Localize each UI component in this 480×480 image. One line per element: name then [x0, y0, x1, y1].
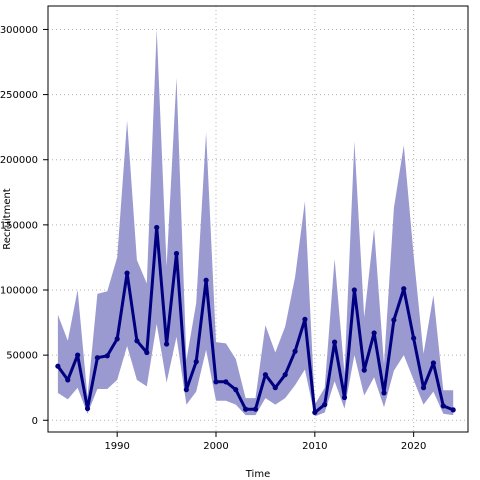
- data-point: [450, 407, 456, 413]
- data-point: [371, 330, 377, 336]
- data-point: [55, 363, 61, 369]
- data-point: [94, 355, 101, 361]
- grid-lines: [48, 6, 468, 432]
- y-axis: 0 50000 100000 150000 200000 250000 300000: [0, 25, 48, 427]
- x-axis: 1990 2000 2010 2020: [104, 432, 426, 452]
- data-point: [233, 387, 239, 393]
- data-point: [302, 316, 308, 322]
- data-point: [381, 390, 387, 396]
- data-point: [322, 402, 328, 408]
- data-point: [223, 379, 229, 385]
- data-points: [55, 224, 456, 416]
- data-point: [104, 353, 110, 359]
- x-tick-label: 2020: [401, 441, 426, 452]
- data-point: [272, 385, 278, 391]
- data-point: [134, 338, 140, 344]
- data-point: [173, 250, 180, 257]
- data-point: [361, 367, 367, 373]
- x-tick-label: 2000: [203, 441, 228, 452]
- data-point: [193, 359, 199, 365]
- data-point: [163, 341, 170, 347]
- data-point: [183, 387, 189, 393]
- y-tick-label: 50000: [6, 351, 38, 362]
- y-tick-label: 150000: [0, 220, 38, 231]
- data-point: [351, 287, 357, 293]
- data-point: [341, 394, 348, 401]
- x-tick-label: 1990: [104, 441, 129, 452]
- y-tick-label: 250000: [0, 90, 38, 101]
- data-point: [75, 352, 81, 358]
- data-point: [420, 385, 427, 391]
- data-point: [213, 379, 219, 385]
- plot-frame: [47, 5, 469, 433]
- data-point: [430, 360, 437, 366]
- data-point: [440, 403, 446, 409]
- data-point: [154, 224, 160, 231]
- y-axis-title: Recruitment: [2, 188, 13, 250]
- y-tick-label: 100000: [0, 286, 38, 297]
- data-point: [262, 372, 269, 378]
- y-tick-label: 0: [32, 416, 38, 427]
- data-point: [144, 349, 150, 356]
- data-point: [312, 409, 318, 416]
- x-axis-title: Time: [245, 469, 270, 480]
- data-point: [203, 277, 209, 283]
- data-point: [114, 336, 120, 342]
- data-point: [411, 335, 417, 341]
- data-point: [124, 270, 130, 276]
- y-tick-label: 300000: [0, 25, 38, 36]
- data-point: [401, 286, 407, 292]
- x-tick-label: 2010: [302, 441, 327, 452]
- data-point: [243, 406, 249, 412]
- data-point: [252, 406, 259, 412]
- data-point: [331, 339, 338, 345]
- data-point: [282, 372, 288, 378]
- data-point: [65, 377, 71, 383]
- data-point: [84, 405, 91, 412]
- data-point: [391, 317, 397, 323]
- data-point: [292, 348, 298, 354]
- y-tick-label: 200000: [0, 155, 38, 166]
- confidence-band: [57, 29, 454, 417]
